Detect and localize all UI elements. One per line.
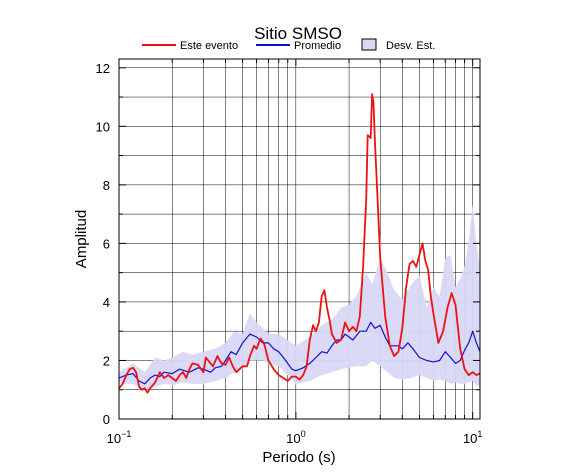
series-promedio-line — [118, 321, 481, 385]
y-tick-label: 8 — [103, 178, 110, 193]
chart-title: Sitio SMSO — [254, 24, 342, 43]
series-lines — [118, 93, 481, 394]
x-axis-label: Periodo (s) — [262, 449, 335, 466]
y-tick-label: 6 — [103, 236, 110, 251]
y-tick-label: 10 — [96, 119, 110, 134]
legend-label-este-evento: Este evento — [180, 40, 238, 52]
legend-swatch-desv-est — [361, 38, 377, 51]
axis-ticks: 10−1 100 101 0 2 4 6 8 10 12 — [96, 59, 482, 446]
x-tick-label: 10−1 — [107, 429, 132, 446]
y-tick-label: 0 — [103, 412, 110, 427]
plot-frame — [118, 58, 481, 420]
y-tick-label: 2 — [103, 353, 110, 368]
y-tick-label: 12 — [96, 61, 110, 76]
y-axis-label: Amplitud — [73, 210, 90, 268]
x-tick-label: 101 — [463, 429, 482, 446]
legend-label-desv-est: Desv. Est. — [386, 40, 435, 52]
series-este-evento-line — [118, 93, 481, 394]
x-tick-label: 100 — [286, 429, 305, 446]
legend: Este evento Promedio Desv. Est. — [142, 38, 435, 52]
y-tick-label: 4 — [103, 295, 110, 310]
legend-label-promedio: Promedio — [294, 40, 341, 52]
